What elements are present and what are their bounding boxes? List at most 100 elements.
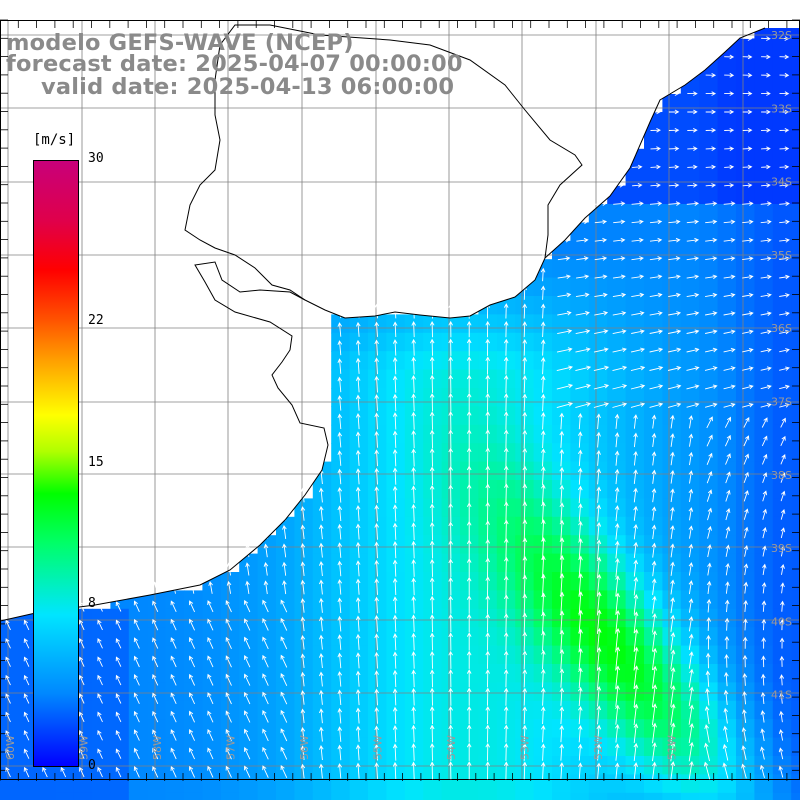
wind-speed-cell (662, 608, 682, 628)
wind-arrow (615, 592, 620, 615)
wind-arrow (503, 411, 509, 430)
wind-speed-cell (294, 737, 314, 757)
wind-arrow (596, 724, 602, 743)
wind-speed-cell (791, 332, 800, 352)
wind-speed-cell (73, 792, 93, 800)
wind-speed-cell (312, 535, 332, 555)
wind-arrow (556, 347, 573, 353)
wind-arrow (668, 182, 680, 188)
wind-arrow (318, 524, 324, 540)
wind-arrow (670, 433, 675, 447)
wind-arrow (578, 647, 583, 671)
wind-arrow (633, 487, 638, 503)
wind-arrow (670, 414, 675, 429)
wind-speed-cell (717, 314, 737, 334)
wind-speed-cell (644, 185, 663, 205)
wind-speed-cell (680, 461, 700, 481)
wind-arrow (355, 541, 361, 558)
wind-speed-cell (754, 351, 774, 371)
wind-speed-cell (662, 664, 682, 683)
wind-arrow (651, 647, 658, 671)
wind-arrow (503, 374, 509, 393)
colorbar-tick-label: 15 (88, 454, 104, 470)
wind-speed-cell (680, 719, 700, 739)
wind-speed-cell (423, 535, 443, 555)
wind-speed-cell (294, 553, 314, 573)
wind-arrow (337, 487, 343, 503)
wind-arrow (724, 183, 735, 188)
wind-arrow (596, 685, 602, 707)
wind-arrow (686, 311, 700, 316)
wind-speed-cell (404, 645, 424, 665)
wind-speed-cell (331, 314, 351, 334)
wind-speed-cell (128, 664, 148, 683)
wind-arrow (245, 562, 250, 576)
wind-speed-cell (276, 535, 295, 555)
wind-arrow (723, 366, 736, 371)
wind-arrow (705, 274, 718, 280)
wind-arrow (429, 650, 435, 669)
wind-speed-cell (588, 461, 608, 481)
wind-speed-cell (570, 240, 590, 260)
wind-speed-cell (607, 627, 627, 647)
wind-arrow (614, 523, 620, 540)
wind-arrow (761, 655, 766, 668)
wind-arrow (651, 703, 658, 726)
wind-arrow (686, 201, 700, 206)
wind-arrow (760, 746, 765, 760)
wind-arrow (485, 429, 491, 449)
wind-speed-cell (699, 572, 719, 591)
wind-arrow (503, 447, 509, 467)
wind-arrow (593, 365, 610, 372)
wind-arrow (207, 765, 214, 778)
wind-arrow (596, 609, 602, 634)
wind-speed-cell (736, 332, 755, 352)
wind-arrow (780, 600, 785, 612)
wind-arrow (115, 619, 122, 631)
wind-arrow (152, 747, 159, 760)
wind-arrow (466, 687, 472, 706)
wind-arrow (485, 761, 491, 780)
wind-arrow (337, 744, 343, 761)
wind-arrow (540, 668, 546, 688)
wind-arrow (670, 632, 676, 651)
wind-arrow (300, 763, 306, 779)
wind-speed-cell (717, 737, 737, 757)
wind-speed-cell (717, 572, 737, 591)
wind-speed-cell (607, 774, 627, 794)
wind-speed-cell (736, 535, 755, 555)
wind-speed-cell (662, 130, 682, 150)
wind-speed-cell (699, 480, 719, 499)
wind-arrow (705, 292, 718, 298)
wind-arrow (649, 402, 664, 408)
wind-speed-cell (644, 277, 663, 297)
wind-speed-cell (625, 608, 645, 628)
wind-arrow (540, 687, 546, 706)
wind-arrow (575, 365, 592, 372)
wind-speed-cell (699, 314, 719, 334)
wind-speed-cell (625, 277, 645, 297)
wind-arrow (761, 417, 768, 428)
wind-speed-cell (165, 774, 185, 794)
latitude-label: 38S (771, 469, 792, 482)
wind-arrow (355, 633, 361, 650)
wind-arrow (503, 742, 509, 761)
wind-arrow (262, 710, 269, 723)
wind-arrow (374, 486, 379, 503)
wind-arrow (411, 411, 416, 430)
wind-arrow (761, 618, 767, 631)
wind-arrow (78, 656, 85, 667)
wind-arrow (207, 655, 214, 668)
wind-arrow (615, 665, 621, 689)
wind-arrow (707, 562, 712, 576)
wind-speed-cell (662, 719, 682, 739)
wind-arrow (225, 747, 232, 760)
wind-arrow (485, 669, 491, 688)
wind-speed-cell (147, 774, 167, 794)
wind-arrow (429, 466, 435, 486)
wind-arrow (779, 384, 790, 390)
wind-speed-cell (386, 480, 406, 499)
wind-speed-cell (644, 351, 663, 371)
wind-arrow (724, 617, 730, 631)
